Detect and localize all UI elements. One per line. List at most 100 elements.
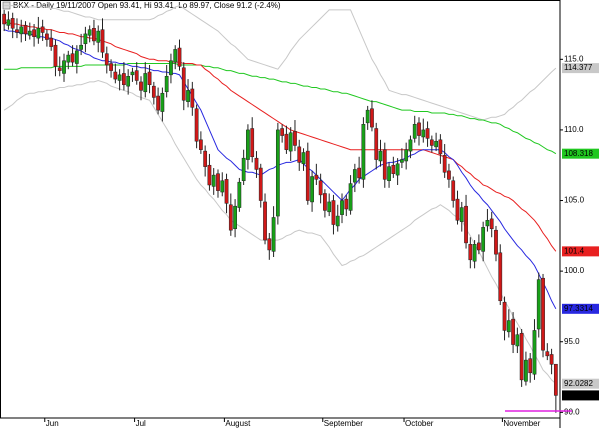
x-tick-label: October <box>405 419 434 428</box>
candle-body <box>263 201 267 241</box>
value-label: 114.377 <box>564 63 593 72</box>
value-label: 91.2 <box>564 391 580 400</box>
value-label-box <box>562 390 599 401</box>
x-tick-label: November <box>503 419 540 428</box>
candle-body <box>258 167 263 201</box>
candle-body <box>468 244 473 261</box>
candle-body <box>459 207 464 222</box>
candle-body <box>62 60 66 74</box>
candle-body <box>151 85 156 98</box>
candle-body <box>344 198 349 210</box>
x-tick-label: September <box>324 419 363 428</box>
candle-body <box>19 26 24 35</box>
indicator-line <box>4 22 557 252</box>
candle-body <box>429 139 434 146</box>
candle-body <box>489 218 494 230</box>
candle-body <box>318 180 323 196</box>
candle-body <box>207 164 212 186</box>
candle-body <box>352 169 357 183</box>
candle-body <box>417 122 421 136</box>
candle-body <box>404 149 409 162</box>
candle-body <box>421 129 426 138</box>
candle-body <box>147 71 152 85</box>
candle-body <box>335 215 340 227</box>
value-label-box <box>562 246 599 257</box>
value-label: 101.4 <box>564 246 585 255</box>
candle-body <box>442 155 447 173</box>
candle-body <box>438 139 443 155</box>
candle-body <box>284 133 289 150</box>
candle-body <box>27 30 32 36</box>
candle-body <box>100 29 105 53</box>
candle-body <box>541 277 545 351</box>
candle-body <box>186 90 190 102</box>
candle-body <box>10 18 15 29</box>
candle-body <box>57 67 62 71</box>
candle-body <box>143 73 148 93</box>
candle-body <box>532 330 537 375</box>
candle-body <box>96 30 101 43</box>
value-label: 97.3314 <box>564 304 593 313</box>
candle-body <box>66 54 71 63</box>
candle-body <box>164 76 169 93</box>
candle-body <box>280 128 285 136</box>
candle-body <box>246 129 250 160</box>
indicator-line <box>3 79 557 385</box>
candle-body <box>199 139 203 150</box>
candle-body <box>228 204 233 231</box>
value-label-box <box>562 303 599 314</box>
candle-body <box>211 174 216 187</box>
axis-labels: 90.0 95.0 100.0 105.0 110.0 115.0 Jun Jul August… <box>44 54 599 428</box>
candle-body <box>464 205 468 244</box>
candle-body <box>391 164 396 174</box>
candle-body <box>455 198 460 221</box>
candle-body <box>481 227 486 252</box>
chart-title: BKX - Daily 19/11/2007 Open 93.41, Hi 93… <box>13 1 281 10</box>
candle-body <box>528 358 533 374</box>
candle-body <box>254 157 259 170</box>
candle-body <box>190 88 195 108</box>
candle-body <box>139 81 143 91</box>
candle-body <box>288 132 293 152</box>
candle-body <box>314 174 319 180</box>
candle-body <box>524 359 528 382</box>
candle-body <box>395 163 400 176</box>
candle-body <box>515 334 520 347</box>
candle-body <box>361 124 366 180</box>
y-tick-label: 100.0 <box>564 266 585 275</box>
candle-body <box>434 140 438 148</box>
candle-body <box>536 279 541 330</box>
candle-body <box>250 128 255 158</box>
candle-body <box>374 128 379 160</box>
candle-body <box>310 176 314 203</box>
candle-body <box>83 33 88 45</box>
candle-body <box>494 229 498 255</box>
candle-body <box>387 166 391 182</box>
candle-body <box>267 238 272 251</box>
y-tick-label: 105.0 <box>564 196 585 205</box>
candle-body <box>365 109 370 124</box>
candle-body <box>506 320 511 333</box>
candle-body <box>378 150 383 162</box>
candle-body <box>70 53 75 63</box>
candle-body <box>49 37 54 47</box>
candle-body <box>117 74 122 81</box>
candle-body <box>408 139 413 152</box>
candle-body <box>447 170 451 180</box>
candle-body <box>451 180 456 201</box>
candle-body <box>331 200 336 225</box>
y-tick-label: 95.0 <box>564 337 580 346</box>
candle-body <box>233 205 237 230</box>
candle-body <box>32 29 36 37</box>
candle-body <box>425 128 430 139</box>
candle-body <box>485 220 490 227</box>
candle-body <box>553 363 558 396</box>
candle-body <box>271 217 276 252</box>
candle-body <box>194 108 199 142</box>
value-label: 108.318 <box>564 149 593 158</box>
candle-body <box>79 44 83 50</box>
y-tick-label: 110.0 <box>564 125 584 134</box>
x-tick-label: Jun <box>46 419 59 428</box>
candle-body <box>40 26 45 33</box>
candle-body <box>53 44 58 67</box>
